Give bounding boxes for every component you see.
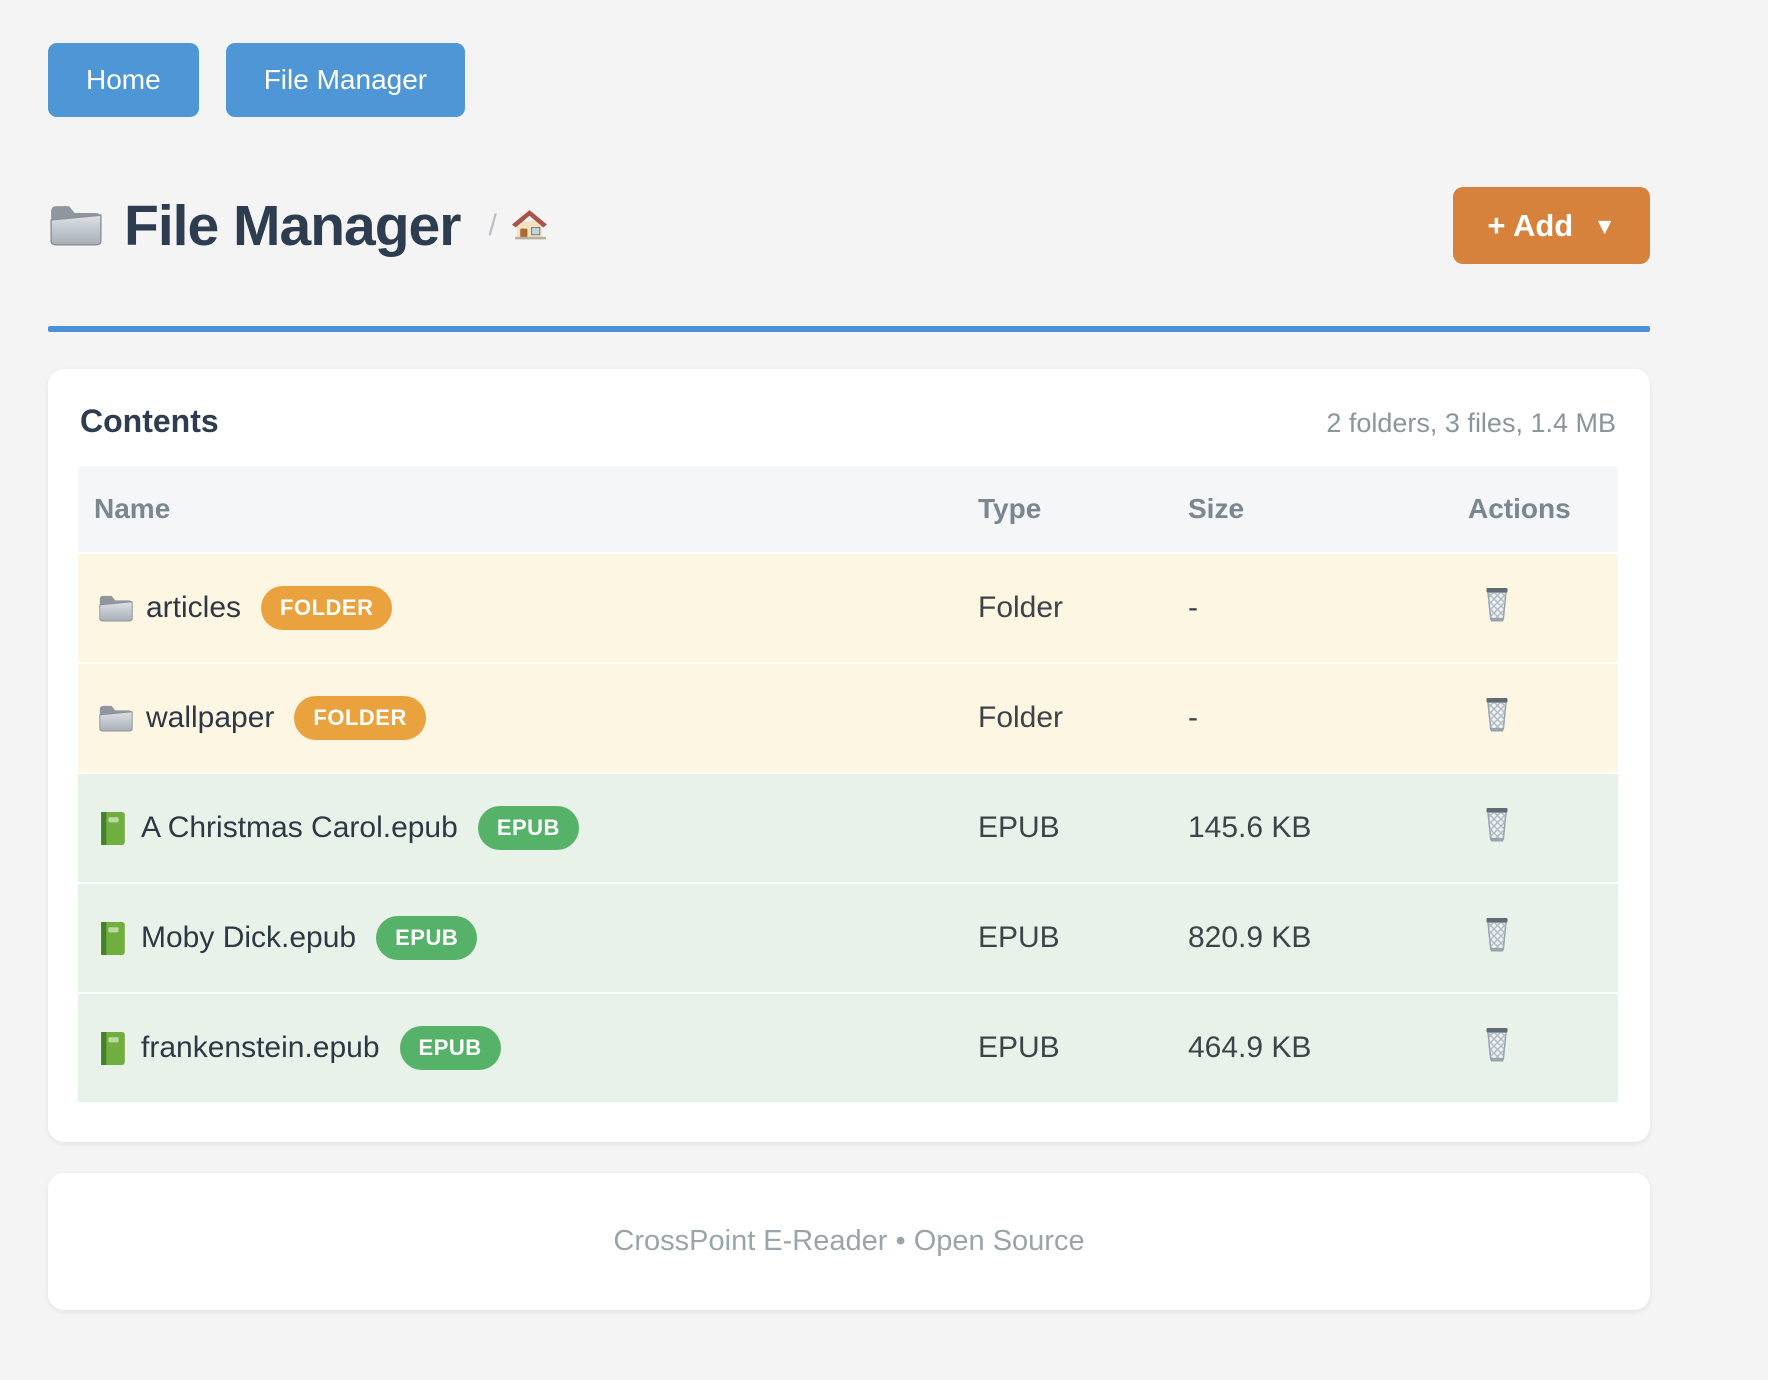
add-button[interactable]: + Add ▼ — [1453, 187, 1650, 264]
file-type: Folder — [978, 591, 1064, 624]
add-button-label: + Add — [1487, 207, 1574, 243]
top-nav: Home File Manager — [48, 43, 1650, 117]
file-size: - — [1188, 591, 1198, 624]
file-manager-button[interactable]: File Manager — [225, 43, 466, 117]
contents-summary: 2 folders, 3 files, 1.4 MB — [1326, 408, 1616, 438]
epub-badge: EPUB — [477, 806, 579, 850]
folder-icon — [98, 593, 134, 624]
wastebasket-icon — [1480, 585, 1514, 623]
contents-card: Contents 2 folders, 3 files, 1.4 MB Name… — [48, 369, 1650, 1142]
epub-badge: EPUB — [399, 1026, 501, 1070]
contents-title: Contents — [80, 403, 219, 439]
wastebasket-icon — [1480, 805, 1514, 843]
folder-badge: FOLDER — [294, 696, 426, 740]
footer-card: CrossPoint E-Reader • Open Source — [48, 1173, 1650, 1310]
footer-text: CrossPoint E-Reader • Open Source — [613, 1225, 1085, 1257]
green-book-icon — [98, 920, 129, 957]
delete-button[interactable] — [1480, 805, 1514, 843]
delete-button[interactable] — [1480, 1025, 1514, 1063]
breadcrumb: / — [488, 208, 547, 243]
column-header-size: Size — [1188, 493, 1245, 524]
file-type: EPUB — [978, 811, 1060, 844]
file-name-link[interactable]: wallpaper — [146, 701, 275, 734]
column-header-type: Type — [978, 493, 1042, 524]
wastebasket-icon — [1480, 695, 1514, 733]
table-row: Moby Dick.epub EPUB EPUB 820.9 KB — [78, 882, 1618, 992]
column-header-actions: Actions — [1468, 493, 1571, 524]
file-table: Name Type Size Actions articles FOLDER F… — [78, 466, 1618, 1102]
table-row: articles FOLDER Folder - — [78, 552, 1618, 662]
folder-icon — [98, 703, 134, 734]
page-title: File Manager — [124, 193, 461, 258]
breadcrumb-separator: / — [488, 208, 497, 242]
table-row: wallpaper FOLDER Folder - — [78, 662, 1618, 772]
table-header-row: Name Type Size Actions — [78, 466, 1618, 552]
chevron-down-icon: ▼ — [1593, 213, 1616, 239]
home-button[interactable]: Home — [48, 43, 199, 117]
epub-badge: EPUB — [376, 916, 478, 960]
file-size: 820.9 KB — [1188, 921, 1312, 954]
file-size: 464.9 KB — [1188, 1031, 1312, 1064]
folder-icon — [48, 202, 104, 249]
green-book-icon — [98, 1030, 129, 1067]
delete-button[interactable] — [1480, 585, 1514, 623]
title-divider — [48, 326, 1650, 332]
folder-badge: FOLDER — [261, 586, 393, 630]
file-type: Folder — [978, 701, 1064, 734]
title-wrap: File Manager — [48, 193, 461, 259]
file-size: 145.6 KB — [1188, 811, 1312, 844]
house-icon[interactable] — [511, 208, 548, 243]
file-name-link[interactable]: articles — [146, 591, 242, 624]
table-row: A Christmas Carol.epub EPUB EPUB 145.6 K… — [78, 772, 1618, 882]
page-header: File Manager / + Add ▼ — [48, 187, 1650, 264]
wastebasket-icon — [1480, 1025, 1514, 1063]
file-name-link[interactable]: frankenstein.epub — [141, 1031, 380, 1064]
contents-card-header: Contents 2 folders, 3 files, 1.4 MB — [78, 403, 1618, 466]
file-name-link[interactable]: A Christmas Carol.epub — [141, 811, 458, 844]
file-type: EPUB — [978, 921, 1060, 954]
table-row: frankenstein.epub EPUB EPUB 464.9 KB — [78, 992, 1618, 1102]
file-type: EPUB — [978, 1031, 1060, 1064]
page: Home File Manager File Manager / + Add ▼… — [48, 0, 1650, 1360]
file-size: - — [1188, 701, 1198, 734]
file-name-link[interactable]: Moby Dick.epub — [141, 921, 357, 954]
wastebasket-icon — [1480, 915, 1514, 953]
delete-button[interactable] — [1480, 695, 1514, 733]
green-book-icon — [98, 810, 129, 847]
column-header-name: Name — [94, 493, 171, 524]
delete-button[interactable] — [1480, 915, 1514, 953]
